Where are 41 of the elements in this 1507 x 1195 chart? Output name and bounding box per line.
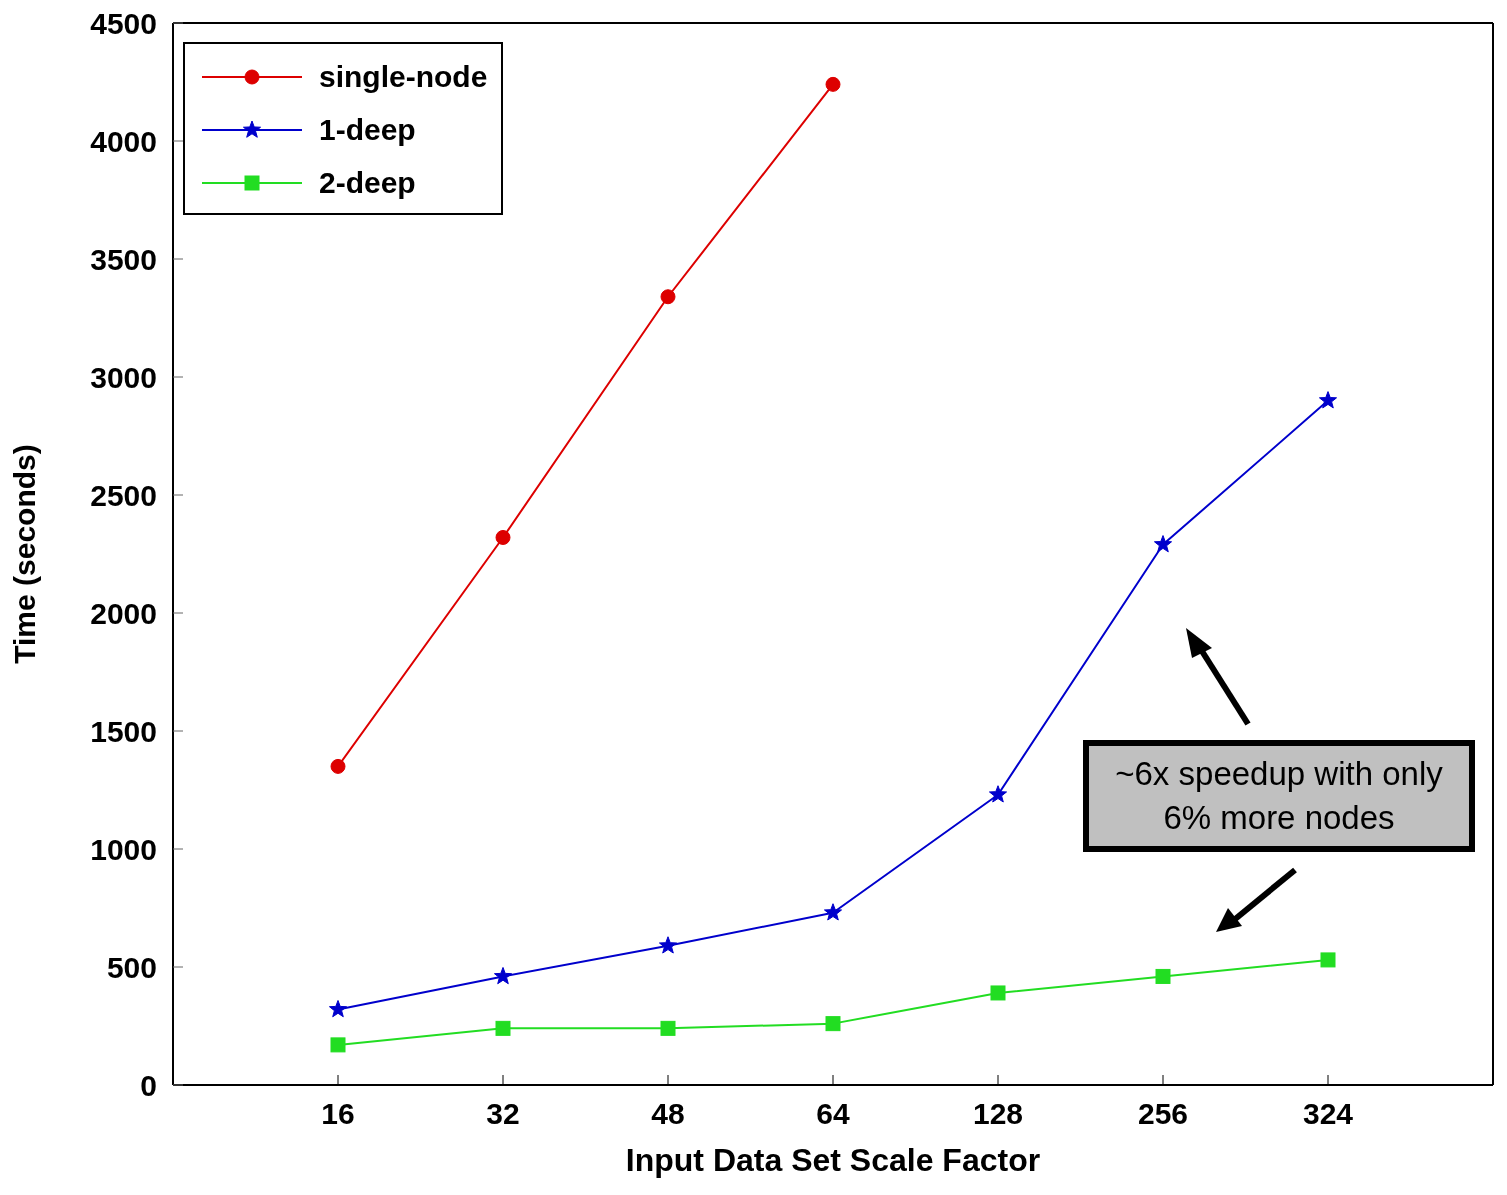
y-tick-label: 2500 — [90, 478, 157, 512]
x-axis-title: Input Data Set Scale Factor — [625, 1142, 1041, 1178]
point — [495, 529, 511, 545]
x-tick-label: 16 — [321, 1097, 355, 1131]
point — [990, 985, 1006, 1001]
point — [1155, 968, 1171, 984]
y-tick-label: 4000 — [90, 124, 157, 158]
point — [1153, 535, 1173, 553]
y-tick-label: 4500 — [90, 6, 157, 40]
point — [660, 289, 676, 305]
x-tick-label: 48 — [651, 1097, 685, 1131]
point — [825, 76, 841, 92]
point — [658, 936, 678, 954]
x-tick-label: 32 — [486, 1097, 520, 1131]
point — [660, 1020, 676, 1036]
point — [495, 1020, 511, 1036]
y-tick-label: 1000 — [90, 832, 157, 866]
point — [330, 758, 346, 774]
y-tick-label: 3500 — [90, 242, 157, 276]
y-axis-title: Time (seconds) — [7, 444, 41, 664]
point — [493, 966, 513, 985]
annotation: ~6x speedup with only 6% more nodes — [1083, 740, 1475, 852]
point — [823, 903, 843, 921]
point — [330, 1037, 346, 1053]
legend-label: single-node — [319, 59, 488, 94]
x-tick-label: 256 — [1137, 1097, 1189, 1131]
y-tick-label: 1500 — [90, 714, 157, 748]
x-tick-label: 128 — [972, 1097, 1024, 1131]
x-tick-label: 324 — [1302, 1097, 1354, 1131]
y-tick-label: 0 — [140, 1068, 157, 1102]
point — [328, 999, 348, 1018]
point — [825, 1016, 841, 1032]
legend-label: 1-deep — [319, 112, 416, 147]
point — [988, 785, 1008, 803]
legend-label: 2-deep — [319, 165, 416, 200]
point — [1320, 952, 1336, 968]
y-tick-label: 500 — [106, 950, 157, 984]
y-tick-label: 3000 — [90, 360, 157, 394]
point — [1318, 391, 1338, 409]
x-tick-label: 64 — [816, 1097, 850, 1131]
y-tick-label: 2000 — [90, 596, 157, 630]
